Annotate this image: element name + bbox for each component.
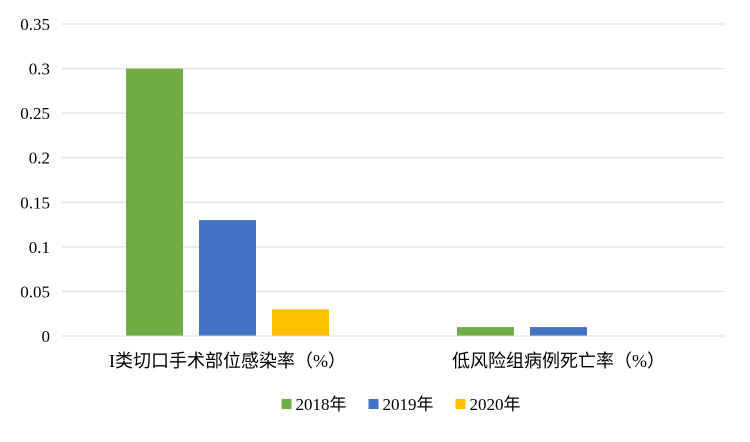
legend-label: 2020年 xyxy=(470,395,521,414)
category-label: I类切口手术部位感染率（%） xyxy=(109,351,346,371)
legend-swatch-0 xyxy=(281,399,292,409)
legend-label: 2019年 xyxy=(383,395,434,414)
legend-swatch-2 xyxy=(455,399,466,409)
bar-1-0 xyxy=(457,327,514,336)
y-tick-label: 0.3 xyxy=(29,60,50,79)
y-tick-label: 0.1 xyxy=(29,238,50,257)
y-tick-label: 0.2 xyxy=(29,149,50,168)
y-axis-tick-labels: 0 0.05 0.1 0.15 0.2 0.25 0.3 0.35 xyxy=(20,15,50,346)
bar-0-0 xyxy=(126,68,183,337)
category-label: 低风险组病例死亡率（%） xyxy=(452,351,665,371)
bar-1-1 xyxy=(530,327,587,336)
y-tick-label: 0 xyxy=(42,327,51,346)
legend-label: 2018年 xyxy=(296,395,347,414)
legend: 2018年 2019年 2020年 xyxy=(281,395,521,414)
y-tick-label: 0.05 xyxy=(20,282,50,301)
bar-0-2 xyxy=(272,309,329,336)
bar-0-1 xyxy=(199,220,256,336)
bars xyxy=(126,68,587,337)
y-tick-label: 0.15 xyxy=(20,193,50,212)
y-tick-label: 0.25 xyxy=(20,104,50,123)
y-tick-label: 0.35 xyxy=(20,15,50,34)
legend-swatch-1 xyxy=(368,399,379,409)
category-labels: I类切口手术部位感染率（%） 低风险组病例死亡率（%） xyxy=(109,351,665,371)
